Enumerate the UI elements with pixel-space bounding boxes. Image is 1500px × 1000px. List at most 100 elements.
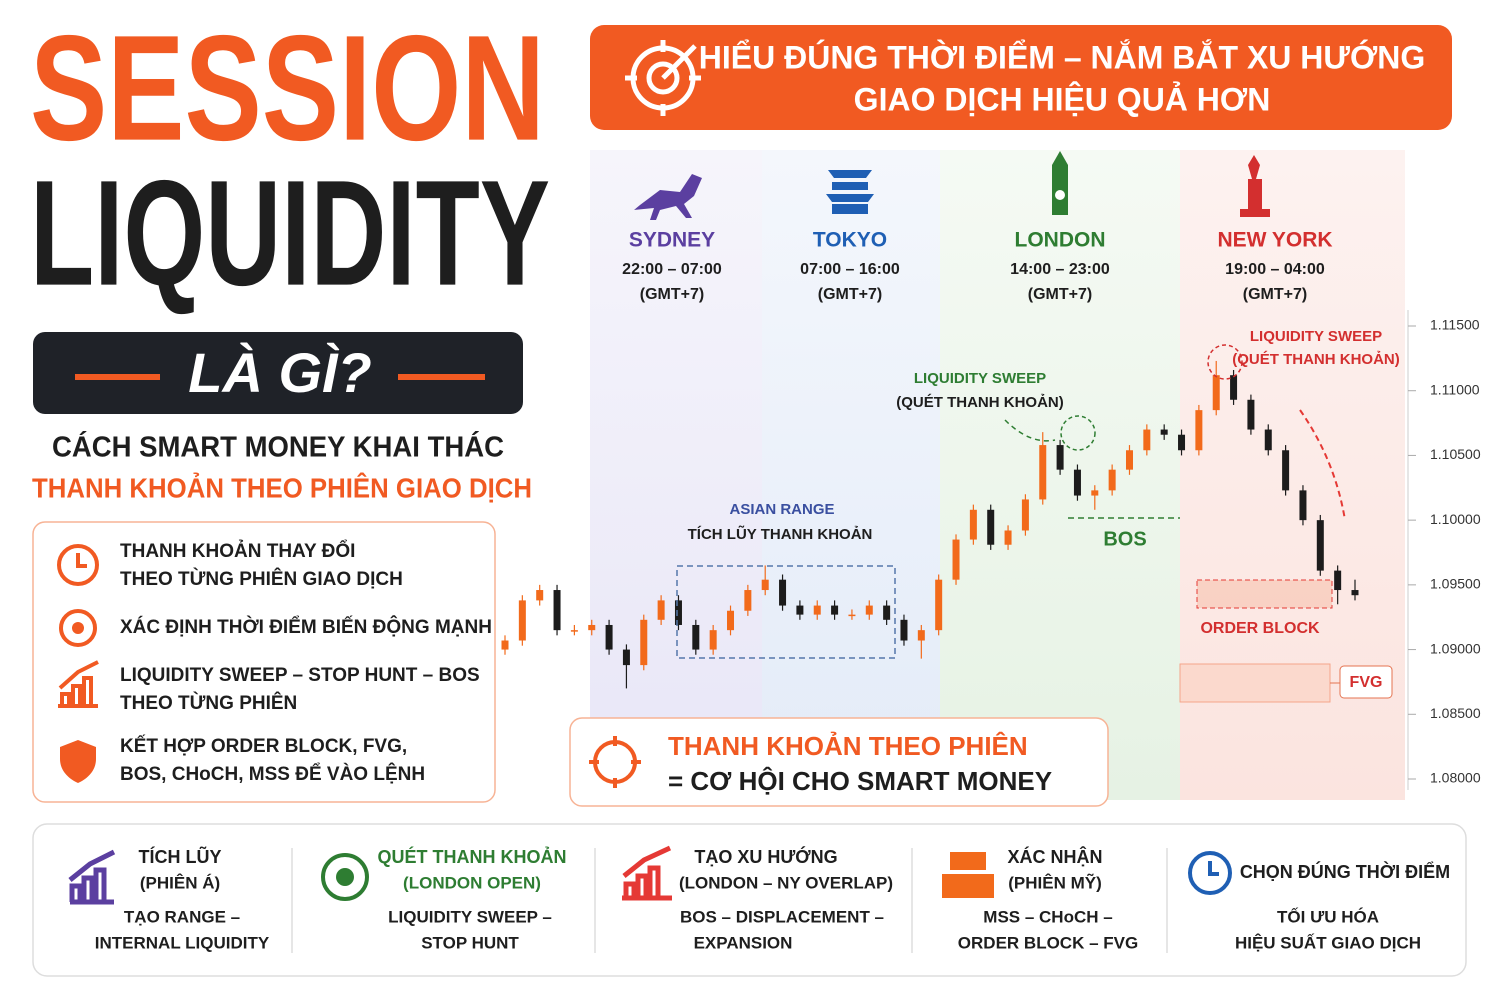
session-hours: 14:00 – 23:00 [1010,261,1110,278]
feature-text: THEO TỪNG PHIÊN [120,692,297,714]
annotation: LIQUIDITY SWEEP [914,370,1046,387]
icon [1208,861,1219,876]
feature-box [32,521,496,803]
candle-body [969,509,977,540]
session-tz: (GMT+7) [1028,286,1092,303]
candle-body [831,605,839,615]
candle-body [744,590,752,611]
candle-body [692,624,700,650]
candle-body [640,619,648,666]
icon [1052,151,1068,215]
icon [1055,190,1065,200]
candle-body [1108,469,1116,491]
y-tick-label: 1.11000 [1430,381,1480,397]
y-tick-label: 1.11500 [1430,317,1480,333]
y-tick-label: 1.10500 [1430,446,1481,462]
annotation: (QUÉT THANH KHOẢN) [896,394,1063,411]
candle-body [1160,429,1168,435]
candle-body [1195,410,1203,451]
candle-body [1143,429,1151,451]
icon [942,852,994,898]
candle-body [657,600,665,620]
feature-text: KẾT HỢP ORDER BLOCK, FVG, [120,735,407,757]
candle-body [605,624,613,650]
fvg-tag [1339,665,1393,699]
step-title: XÁC NHẬN [1007,846,1102,867]
icon [60,740,96,783]
step-text: HIỆU SUẤT GIAO DỊCH [1235,933,1421,952]
session-bg [762,150,940,800]
step-text: BOS – DISPLACEMENT – [680,907,884,926]
candle-body [1334,570,1342,591]
icon [76,553,87,568]
candles [501,360,1359,689]
session-bg [940,150,1180,800]
feature-text: THANH KHOẢN THAY ĐỔI [120,540,355,562]
annotation: ORDER BLOCK [1200,620,1320,637]
annotation: LIQUIDITY SWEEP [1250,328,1382,345]
icon [57,544,99,586]
session-hours: 22:00 – 07:00 [622,261,722,278]
session-name: TOKYO [813,229,887,252]
step-text: ORDER BLOCK – FVG [958,933,1138,952]
icon [634,174,702,220]
candle-body [1125,450,1133,470]
candle-body [761,579,769,591]
callout-text: THANH KHOẢN THEO PHIÊN [668,731,1028,761]
feature-text: BOS, CHoCH, MSS ĐỂ VÀO LỆNH [120,763,425,785]
callout-text: = CƠ HỘI CHO SMART MONEY [668,766,1052,796]
sweep-circle [1060,415,1096,451]
title: LIQUIDITY [30,149,550,317]
banner-text: HIỂU ĐÚNG THỜI ĐIỂM – NẮM BẮT XU HƯỚNG [699,39,1425,75]
callout [569,717,1109,807]
candle-body [727,610,735,631]
candle-body [987,509,995,545]
candle-body [570,630,578,632]
step-text: STOP HUNT [421,933,519,952]
candle-body [1091,490,1099,496]
banner-text: GIAO DỊCH HIỆU QUẢ HƠN [854,81,1271,117]
icon [826,170,874,214]
step-title: QUÉT THANH KHOẢN [378,846,567,867]
banner [590,25,1452,130]
step-title: TẠO XU HƯỚNG [694,846,837,867]
candle-body [1247,399,1255,430]
step-subtitle: (PHIÊN MỸ) [1008,872,1102,892]
icon [72,622,84,634]
candle-body [1212,375,1220,411]
sweep-circle [1207,344,1243,380]
divider [291,848,1168,953]
session-tz: (GMT+7) [640,286,704,303]
annotation: (QUÉT THANH KHOẢN) [1232,351,1399,368]
candle-body [883,605,891,620]
candle-body [709,630,717,650]
annotation: BOS [1103,528,1146,550]
icon [59,609,97,647]
subtitle: THANH KHOẢN THEO PHIÊN GIAO DỊCH [32,471,532,503]
y-tick-label: 1.10000 [1430,511,1481,527]
step-subtitle: (LONDON OPEN) [403,873,541,892]
annotation: FVG [1350,674,1383,691]
annotation: ASIAN RANGE [729,501,834,518]
candle-body [1039,445,1047,500]
step-subtitle: (LONDON – NY OVERLAP) [679,873,893,892]
session-name: LONDON [1015,229,1106,252]
session-name: SYDNEY [629,229,715,252]
session-hours: 19:00 – 04:00 [1225,261,1325,278]
candle-body [1230,375,1238,400]
session-bg [590,150,762,800]
step-text: TỐI ƯU HÓA [1277,906,1379,926]
candle-body [1056,445,1064,470]
annotation: TÍCH LŨY THANH KHOẢN [688,525,873,543]
candle-body [553,590,561,631]
feature-text: LIQUIDITY SWEEP – STOP HUNT – BOS [120,665,480,686]
icon [58,660,99,708]
candle-body [1004,530,1012,545]
step-title: CHỌN ĐÚNG THỜI ĐIỂM [1240,861,1450,882]
candle-body [935,579,943,631]
candle-body [1316,520,1324,571]
candle-body [1073,469,1081,496]
candle-body [900,619,908,641]
candle-body [1264,429,1272,451]
feature-text: THEO TỪNG PHIÊN GIAO DỊCH [120,568,403,590]
